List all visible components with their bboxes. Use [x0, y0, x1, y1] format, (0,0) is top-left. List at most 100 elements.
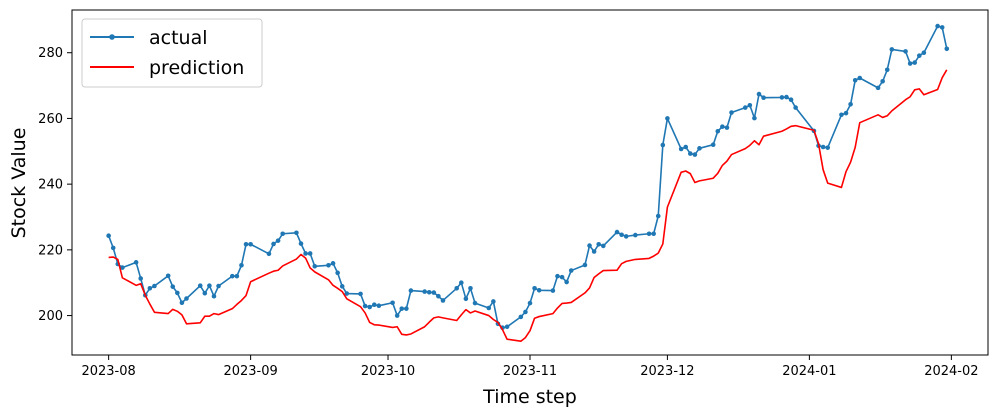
data-point-actual-101 — [761, 95, 766, 101]
data-point-actual-112 — [848, 102, 853, 107]
data-point-actual-31 — [307, 251, 313, 256]
data-point-actual-115 — [875, 85, 881, 91]
data-point-actual-27 — [280, 231, 285, 237]
data-point-actual-25 — [271, 241, 276, 247]
data-point-actual-52 — [440, 298, 446, 303]
y-tick-label-2: 240 — [38, 178, 63, 193]
legend-label-actual: actual — [149, 27, 208, 49]
data-point-actual-4 — [133, 260, 139, 265]
data-point-actual-122 — [917, 53, 922, 58]
data-point-actual-58 — [486, 305, 492, 311]
data-point-actual-35 — [335, 270, 340, 276]
data-point-actual-75 — [591, 249, 597, 254]
data-point-actual-117 — [884, 67, 890, 73]
data-point-actual-7 — [147, 286, 153, 291]
data-point-actual-48 — [422, 289, 427, 294]
data-point-actual-113 — [852, 78, 858, 83]
data-point-actual-97 — [742, 105, 748, 110]
data-point-actual-17 — [211, 293, 217, 299]
data-point-actual-79 — [619, 232, 624, 238]
data-point-actual-71 — [564, 279, 569, 285]
data-point-actual-34 — [330, 261, 336, 266]
data-point-actual-49 — [426, 289, 432, 295]
data-point-actual-19 — [230, 273, 235, 279]
series-line-prediction — [108, 69, 948, 342]
data-point-actual-85 — [660, 142, 666, 148]
data-point-actual-29 — [298, 241, 304, 246]
data-point-actual-125 — [939, 25, 945, 30]
data-point-actual-41 — [371, 302, 377, 308]
data-point-actual-33 — [326, 263, 331, 268]
series-layer — [106, 23, 950, 342]
data-point-actual-70 — [559, 274, 565, 280]
data-point-actual-104 — [788, 97, 794, 102]
data-point-actual-59 — [491, 299, 496, 304]
data-point-actual-1 — [110, 245, 116, 251]
x-tick-label-4: 2023-12 — [640, 364, 694, 379]
x-tick-label-0: 2023-08 — [81, 364, 135, 379]
data-point-actual-3 — [120, 265, 125, 270]
x-axis-ticks: 2023-08 2023-09 2023-10 2023-11 2023-12 2024-… — [81, 355, 979, 379]
data-point-actual-90 — [692, 152, 698, 157]
data-point-actual-95 — [724, 125, 730, 130]
data-point-actual-15 — [202, 290, 208, 296]
data-point-actual-119 — [903, 49, 908, 54]
data-point-actual-109 — [825, 145, 830, 150]
data-point-actual-40 — [367, 304, 373, 310]
data-point-actual-82 — [646, 231, 652, 237]
data-point-actual-54 — [459, 280, 464, 286]
data-point-actual-42 — [376, 303, 382, 309]
data-point-actual-9 — [165, 273, 171, 279]
x-tick-label-2: 2023-10 — [361, 364, 415, 379]
data-point-actual-126 — [944, 46, 950, 52]
data-point-actual-74 — [587, 243, 592, 248]
data-point-actual-44 — [394, 313, 400, 318]
data-point-actual-63 — [518, 314, 524, 320]
data-point-actual-72 — [568, 268, 574, 273]
x-tick-label-5: 2024-01 — [782, 364, 836, 379]
data-point-actual-57 — [472, 300, 478, 306]
data-point-actual-47 — [408, 288, 414, 293]
data-point-actual-62 — [504, 324, 510, 330]
y-tick-label-3: 260 — [38, 112, 63, 127]
data-point-actual-68 — [550, 288, 556, 293]
data-point-actual-24 — [266, 251, 272, 257]
data-point-actual-67 — [536, 287, 542, 293]
data-point-actual-66 — [532, 286, 537, 291]
data-point-actual-64 — [523, 309, 528, 315]
data-point-actual-5 — [138, 276, 143, 281]
data-point-actual-96 — [729, 110, 734, 115]
data-point-actual-36 — [339, 284, 345, 289]
data-point-actual-56 — [468, 286, 473, 291]
data-point-actual-83 — [651, 231, 656, 237]
y-axis-ticks: 200 220 240 260 280 — [38, 46, 72, 324]
x-tick-label-6: 2024-02 — [924, 364, 978, 379]
data-point-actual-110 — [839, 112, 844, 118]
legend-marker-actual — [109, 34, 115, 40]
data-point-actual-121 — [912, 60, 918, 65]
data-point-actual-10 — [170, 284, 176, 289]
data-point-actual-116 — [880, 79, 885, 84]
data-point-actual-12 — [179, 300, 185, 306]
data-point-actual-86 — [665, 116, 670, 121]
data-point-actual-30 — [303, 251, 308, 256]
data-point-actual-111 — [843, 110, 849, 116]
data-point-actual-43 — [390, 300, 395, 306]
y-tick-label-1: 220 — [38, 243, 63, 258]
data-point-actual-124 — [935, 23, 940, 29]
data-point-actual-0 — [106, 233, 111, 239]
data-point-actual-28 — [294, 230, 299, 236]
data-point-actual-94 — [720, 124, 725, 129]
data-point-actual-22 — [243, 241, 249, 247]
data-point-actual-93 — [715, 128, 721, 134]
y-tick-label-0: 200 — [38, 309, 63, 324]
y-tick-label-4: 280 — [38, 46, 63, 61]
data-point-actual-89 — [688, 151, 693, 156]
data-point-actual-23 — [248, 241, 253, 247]
data-point-actual-88 — [683, 144, 689, 150]
data-point-actual-105 — [793, 105, 798, 110]
data-point-actual-69 — [555, 273, 560, 279]
x-axis-label: Time step — [482, 386, 577, 408]
data-point-actual-14 — [197, 283, 203, 288]
